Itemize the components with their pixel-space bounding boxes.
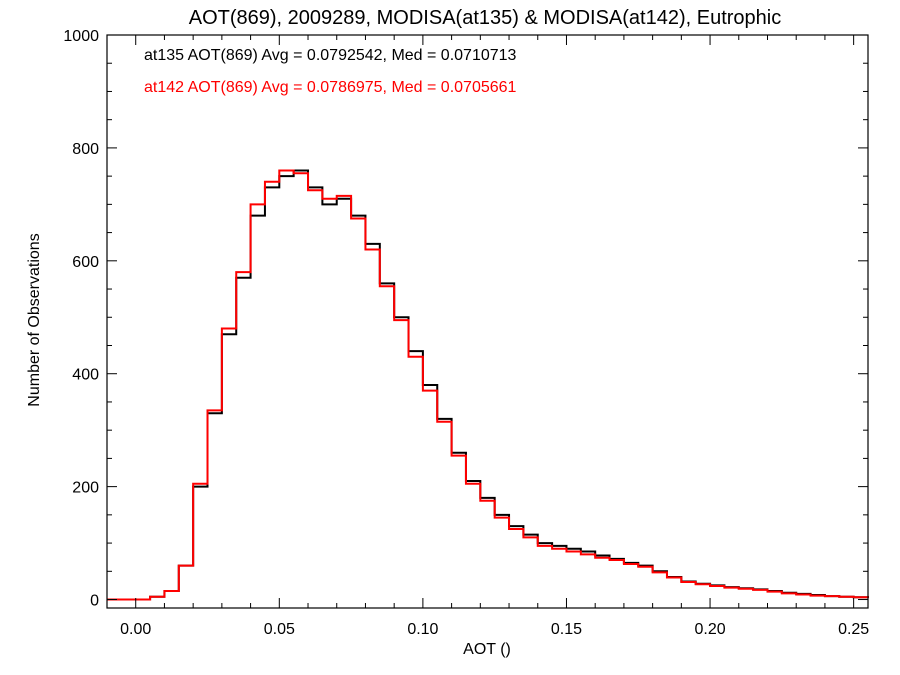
x-tick-label: 0.20 <box>694 621 725 638</box>
x-tick-label: 0.15 <box>551 621 582 638</box>
x-tick-label: 0.10 <box>407 621 438 638</box>
legend: at135 AOT(869) Avg = 0.0792542, Med = 0.… <box>144 47 517 96</box>
y-axis-label: Number of Observations <box>26 233 43 406</box>
y-tick-label: 800 <box>72 141 99 158</box>
x-tick-label: 0.05 <box>264 621 295 638</box>
x-tick-label: 0.00 <box>120 621 151 638</box>
x-axis-label: AOT () <box>463 641 511 658</box>
y-tick-label: 1000 <box>63 28 99 45</box>
plot-frame <box>106 34 869 609</box>
axes-layer: 0.00 0.05 0.10 0.15 0.20 0.25 0 200 400 600 800 100… <box>63 28 869 638</box>
legend-entry-at142: at142 AOT(869) Avg = 0.0786975, Med = 0.… <box>144 79 517 96</box>
series-at142-line <box>107 169 869 601</box>
chart-title: AOT(869), 2009289, MODISA(at135) & MODIS… <box>189 7 781 29</box>
y-tick-label: 200 <box>72 480 99 497</box>
legend-entry-at135: at135 AOT(869) Avg = 0.0792542, Med = 0.… <box>144 47 517 64</box>
x-tick-label: 0.25 <box>838 621 869 638</box>
series-layer <box>107 169 869 601</box>
y-tick-label: 400 <box>72 367 99 384</box>
y-tick-label: 600 <box>72 254 99 271</box>
y-tick-label: 0 <box>90 593 99 610</box>
